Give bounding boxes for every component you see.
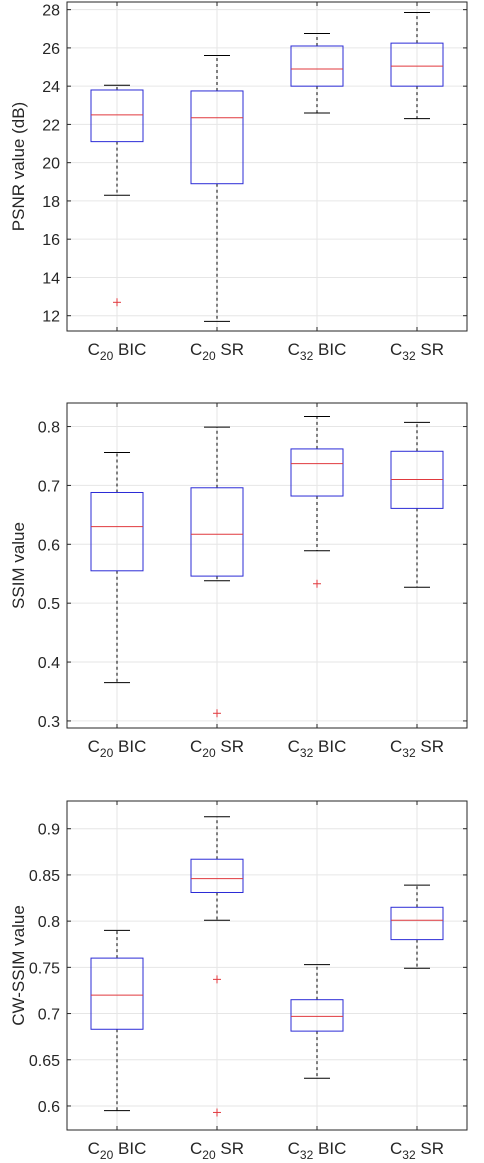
y-axis-label: CW-SSIM value bbox=[9, 905, 28, 1026]
y-tick-label: 0.7 bbox=[38, 478, 60, 495]
box-3 bbox=[290, 33, 344, 114]
box-4 bbox=[390, 12, 444, 120]
chart-panel-3: 0.6 0.65 0.7 0.75 0.8 0.85 0.9 C20 BIC C20 SR C32… bbox=[9, 800, 468, 1162]
y-tick-label: 16 bbox=[42, 232, 60, 249]
box-iqr bbox=[190, 487, 244, 577]
box-3 bbox=[290, 964, 344, 1079]
chart-panel-1: 12 14 16 18 20 22 24 26 28 C20 BIC C20 SR C32 BIC C3… bbox=[9, 1, 468, 363]
outlier-point bbox=[213, 1108, 221, 1117]
y-tick-label: 0.9 bbox=[38, 822, 60, 839]
box-iqr bbox=[90, 957, 144, 1030]
y-tick-label: 24 bbox=[42, 79, 60, 96]
box-iqr bbox=[290, 999, 344, 1032]
x-tick-label: C32 BIC bbox=[288, 340, 347, 363]
box-2 bbox=[190, 55, 244, 322]
x-tick-label: C32 BIC bbox=[288, 737, 347, 760]
x-tick-label: C32 SR bbox=[390, 737, 444, 760]
x-tick-label: C20 BIC bbox=[88, 340, 147, 363]
y-tick-label: 12 bbox=[42, 309, 60, 326]
box-iqr bbox=[390, 42, 444, 87]
y-tick-label: 28 bbox=[42, 3, 60, 20]
y-axis-label: SSIM value bbox=[9, 522, 28, 609]
x-tick-label: C32 SR bbox=[390, 1139, 444, 1162]
box-iqr bbox=[290, 448, 344, 497]
y-tick-label: 0.4 bbox=[38, 655, 60, 672]
y-tick-label: 22 bbox=[42, 117, 60, 134]
y-tick-label: 0.3 bbox=[38, 714, 60, 731]
x-tick-label: C20 SR bbox=[190, 1139, 244, 1162]
y-axis-label: PSNR value (dB) bbox=[9, 102, 28, 231]
outlier-point bbox=[213, 975, 221, 984]
box-4 bbox=[390, 884, 444, 969]
box-iqr bbox=[190, 90, 244, 185]
axes-frame bbox=[66, 1, 468, 332]
box-iqr bbox=[90, 491, 144, 572]
box-4 bbox=[390, 421, 444, 588]
box-iqr bbox=[390, 906, 444, 941]
y-tick-label: 0.7 bbox=[38, 1007, 60, 1024]
y-tick-label: 18 bbox=[42, 194, 60, 211]
box-1 bbox=[90, 451, 144, 684]
box-iqr bbox=[90, 89, 144, 143]
outlier-point bbox=[113, 298, 121, 307]
y-tick-label: 0.85 bbox=[29, 868, 60, 885]
box-1 bbox=[90, 929, 144, 1112]
outlier-point bbox=[313, 579, 321, 588]
y-tick-label: 0.5 bbox=[38, 596, 60, 613]
chart-panel-2: 0.3 0.4 0.5 0.6 0.7 0.8 C20 BIC C20 SR C32 BIC C3… bbox=[9, 402, 468, 760]
box-2 bbox=[190, 426, 244, 718]
y-tick-label: 0.6 bbox=[38, 537, 60, 554]
y-tick-label: 14 bbox=[42, 270, 60, 287]
box-iqr bbox=[290, 45, 344, 87]
y-tick-label: 0.75 bbox=[29, 960, 60, 977]
x-tick-label: C20 SR bbox=[190, 340, 244, 363]
outlier-point bbox=[213, 709, 221, 718]
axes-frame bbox=[66, 402, 468, 729]
y-tick-label: 0.65 bbox=[29, 1053, 60, 1070]
y-tick-label: 0.8 bbox=[38, 420, 60, 437]
x-tick-label: C20 BIC bbox=[88, 1139, 147, 1162]
x-tick-label: C32 BIC bbox=[288, 1139, 347, 1162]
x-tick-label: C32 SR bbox=[390, 340, 444, 363]
y-tick-label: 0.6 bbox=[38, 1099, 60, 1116]
axes-frame bbox=[66, 800, 468, 1131]
box-iqr bbox=[190, 858, 244, 893]
y-tick-label: 20 bbox=[42, 156, 60, 173]
x-tick-label: C20 BIC bbox=[88, 737, 147, 760]
x-tick-label: C20 SR bbox=[190, 737, 244, 760]
y-tick-label: 0.8 bbox=[38, 914, 60, 931]
box-3 bbox=[290, 416, 344, 588]
box-1 bbox=[90, 84, 144, 307]
y-tick-label: 26 bbox=[42, 41, 60, 58]
box-2 bbox=[190, 816, 244, 1117]
